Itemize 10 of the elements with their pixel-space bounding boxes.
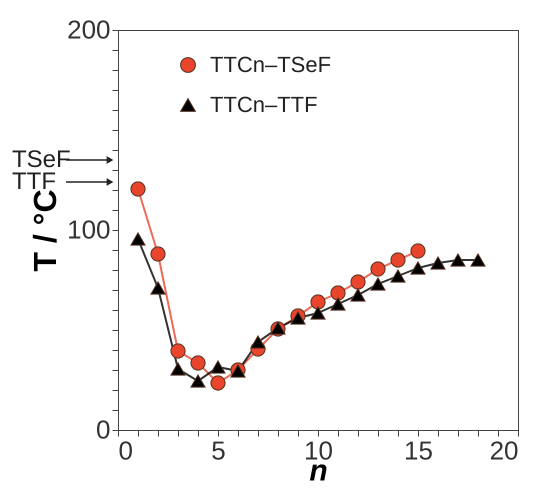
x-tick-label: 0 — [118, 436, 133, 466]
x-tick-label: 20 — [490, 436, 518, 466]
x-tick-label: 15 — [404, 436, 433, 466]
y-tick-label: 200 — [67, 14, 110, 44]
legend-label: TTCn–TTF — [210, 92, 318, 117]
y-tick-label: 0 — [96, 414, 110, 444]
legend-label: TTCn–TSeF — [210, 52, 332, 77]
y-tick-label: 100 — [67, 214, 110, 244]
x-tick-label: 5 — [211, 436, 226, 466]
text: TSeF — [12, 146, 71, 173]
